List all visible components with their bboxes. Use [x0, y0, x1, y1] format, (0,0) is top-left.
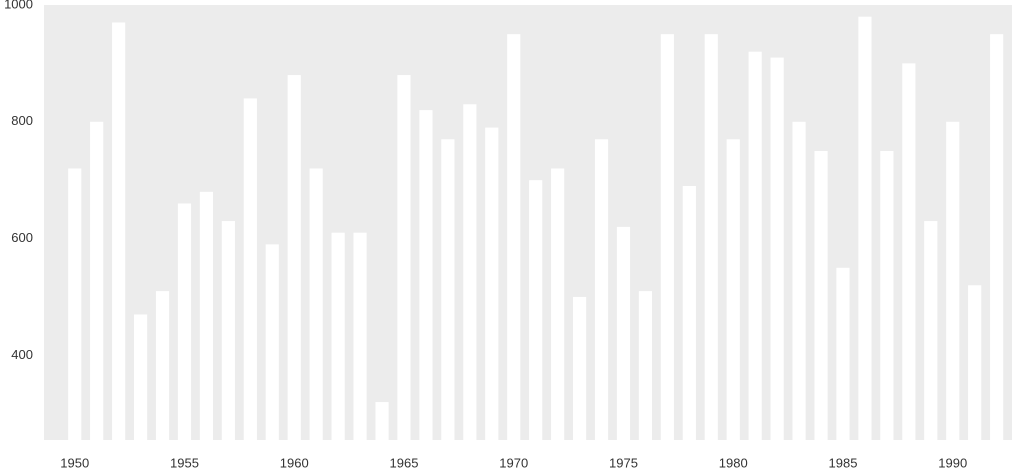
bar [836, 267, 850, 440]
y-tick-label: 400 [11, 347, 33, 362]
bar [375, 402, 389, 440]
bar [353, 232, 367, 440]
bar [397, 75, 411, 441]
bar [924, 221, 938, 440]
bar [331, 232, 345, 440]
x-tick-label: 1965 [390, 455, 419, 470]
bar [726, 139, 740, 441]
bar [616, 226, 631, 440]
x-tick-label: 1955 [170, 455, 199, 470]
bar [990, 34, 1004, 440]
x-tick-label: 1950 [60, 455, 89, 470]
x-tick-label: 1990 [938, 455, 967, 470]
x-tick-label: 1975 [609, 455, 638, 470]
bar [529, 180, 543, 440]
bar [133, 314, 148, 440]
bar [968, 285, 982, 440]
y-tick-label: 800 [11, 113, 33, 128]
bar [177, 203, 192, 440]
bar [748, 51, 762, 440]
bar [287, 75, 301, 441]
x-tick-label: 1960 [280, 455, 309, 470]
x-tick-label: 1970 [499, 455, 528, 470]
bar [704, 34, 718, 440]
bar [112, 22, 126, 440]
bar [90, 121, 104, 440]
bar [682, 186, 696, 440]
x-tick-label: 1980 [719, 455, 748, 470]
x-tick-label: 1985 [829, 455, 858, 470]
bar [858, 16, 872, 440]
bar [441, 139, 455, 441]
bar [419, 110, 433, 440]
bar [199, 191, 214, 440]
bar [243, 98, 257, 440]
bar [551, 168, 565, 440]
bar [507, 34, 521, 440]
bar [946, 121, 960, 440]
bar [463, 104, 477, 440]
y-tick-label: 1000 [4, 0, 33, 11]
bar [221, 221, 235, 440]
bar [660, 34, 674, 440]
bar [594, 139, 609, 441]
bar [572, 296, 587, 440]
bar [155, 291, 170, 440]
bar [68, 168, 82, 440]
bar [814, 150, 828, 441]
bar [792, 121, 806, 440]
bar [770, 57, 784, 441]
bar [880, 150, 894, 441]
bar [485, 127, 499, 441]
bar [309, 168, 323, 440]
bar [265, 244, 279, 440]
y-tick-label: 600 [11, 230, 33, 245]
bar [902, 63, 916, 441]
bar [638, 291, 653, 440]
